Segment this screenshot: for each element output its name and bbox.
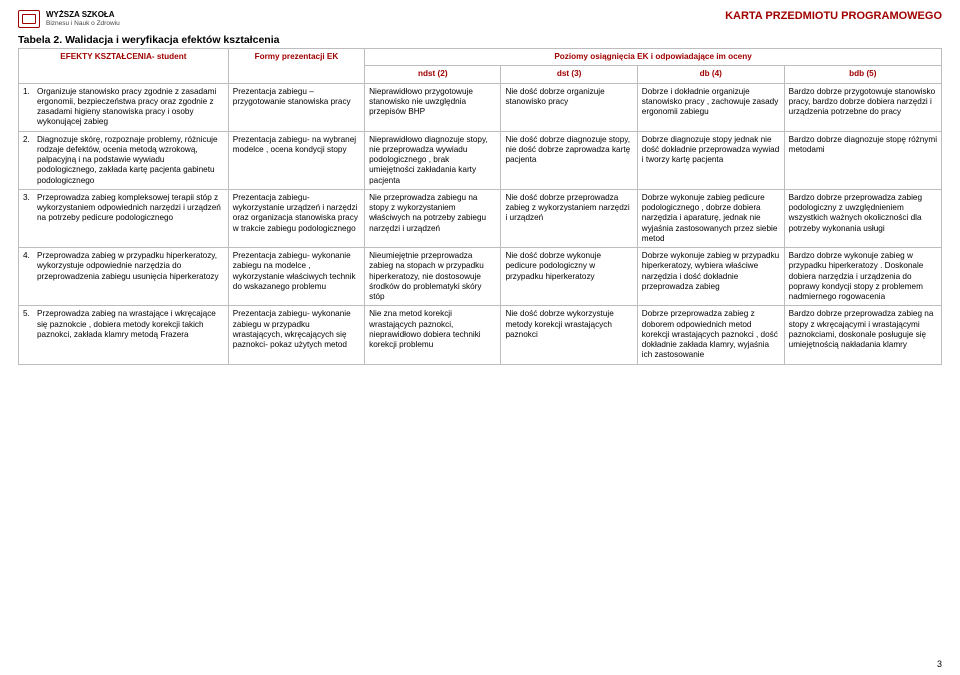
cell-ndst: Nieprawidłowo przygotowuje stanowisko ni… xyxy=(365,83,501,131)
cell-bdb: Bardzo dobrze przeprowadza zabieg podolo… xyxy=(784,189,941,247)
table-title: Tabela 2. Walidacja i weryfikacja efektó… xyxy=(18,34,942,46)
page-title-top: KARTA PRZEDMIOTU PROGRAMOWEGO xyxy=(725,10,942,22)
cell-efekt: 1.Organizuje stanowisko pracy zgodnie z … xyxy=(19,83,229,131)
logo-text: WYŻSZA SZKOŁA Biznesu i Nauk o Zdrowiu xyxy=(46,11,120,27)
th-formy: Formy prezentacji EK xyxy=(228,49,364,84)
cell-db: Dobrze wykonuje zabieg w przypadku hiper… xyxy=(637,248,784,306)
logo-line2: Biznesu i Nauk o Zdrowiu xyxy=(46,20,120,27)
cell-formy: Prezentacja zabiegu- wykorzystanie urząd… xyxy=(228,189,364,247)
cell-ndst: Nie zna metod korekcji wrastających pazn… xyxy=(365,306,501,364)
cell-ndst: Nieumiejętnie przeprowadza zabieg na sto… xyxy=(365,248,501,306)
cell-efekt: 5.Przeprowadza zabieg na wrastające i wk… xyxy=(19,306,229,364)
th-poziomy: Poziomy osiągnięcia EK i odpowiadające i… xyxy=(365,49,942,66)
cell-db: Dobrze i dokładnie organizuje stanowisko… xyxy=(637,83,784,131)
validation-table: EFEKTY KSZTAŁCENIA- student Formy prezen… xyxy=(18,48,942,365)
table-row: 3.Przeprowadza zabieg kompleksowej terap… xyxy=(19,189,942,247)
cell-ndst: Nieprawidłowo diagnozuje stopy, nie prze… xyxy=(365,131,501,189)
cell-dst: Nie dość dobrze wykonuje pedicure podolo… xyxy=(501,248,637,306)
cell-bdb: Bardzo dobrze przygotowuje stanowisko pr… xyxy=(784,83,941,131)
cell-db: Dobrze przeprowadza zabieg z doborem odp… xyxy=(637,306,784,364)
table-row: 2.Diagnozuje skórę, rozpoznaje problemy,… xyxy=(19,131,942,189)
table-body: 1.Organizuje stanowisko pracy zgodnie z … xyxy=(19,83,942,364)
cell-efekt: 4.Przeprowadza zabieg w przypadku hiperk… xyxy=(19,248,229,306)
cell-efekt: 2.Diagnozuje skórę, rozpoznaje problemy,… xyxy=(19,131,229,189)
th-efekty: EFEKTY KSZTAŁCENIA- student xyxy=(19,49,229,84)
cell-formy: Prezentacja zabiegu- wykonanie zabiegu w… xyxy=(228,306,364,364)
cell-bdb: Bardzo dobrze przeprowadza zabieg na sto… xyxy=(784,306,941,364)
cell-db: Dobrze diagnozuje stopy jednak nie dość … xyxy=(637,131,784,189)
cell-dst: Nie dość dobrze przeprowadza zabieg z wy… xyxy=(501,189,637,247)
table-row: 5.Przeprowadza zabieg na wrastające i wk… xyxy=(19,306,942,364)
cell-dst: Nie dość dobrze organizuje stanowisko pr… xyxy=(501,83,637,131)
table-row: 4.Przeprowadza zabieg w przypadku hiperk… xyxy=(19,248,942,306)
th-ndst: ndst (2) xyxy=(365,66,501,83)
th-dst: dst (3) xyxy=(501,66,637,83)
cell-bdb: Bardzo dobrze wykonuje zabieg w przypadk… xyxy=(784,248,941,306)
page-number: 3 xyxy=(937,659,942,669)
th-db: db (4) xyxy=(637,66,784,83)
cell-bdb: Bardzo dobrze diagnozuje stopę różnymi m… xyxy=(784,131,941,189)
logo-line1: WYŻSZA SZKOŁA xyxy=(46,11,120,20)
cell-ndst: Nie przeprowadza zabiegu na stopy z wyko… xyxy=(365,189,501,247)
cell-formy: Prezentacja zabiegu – przygotowanie stan… xyxy=(228,83,364,131)
cell-dst: Nie dość dobrze diagnozuje stopy, nie do… xyxy=(501,131,637,189)
logo-icon xyxy=(18,10,40,28)
cell-formy: Prezentacja zabiegu- na wybranej modelce… xyxy=(228,131,364,189)
table-row: 1.Organizuje stanowisko pracy zgodnie z … xyxy=(19,83,942,131)
header-row-1: EFEKTY KSZTAŁCENIA- student Formy prezen… xyxy=(19,49,942,66)
cell-db: Dobrze wykonuje zabieg pedicure podologi… xyxy=(637,189,784,247)
th-bdb: bdb (5) xyxy=(784,66,941,83)
cell-dst: Nie dość dobrze wykorzystuje metody kore… xyxy=(501,306,637,364)
cell-efekt: 3.Przeprowadza zabieg kompleksowej terap… xyxy=(19,189,229,247)
cell-formy: Prezentacja zabiegu- wykonanie zabiegu n… xyxy=(228,248,364,306)
